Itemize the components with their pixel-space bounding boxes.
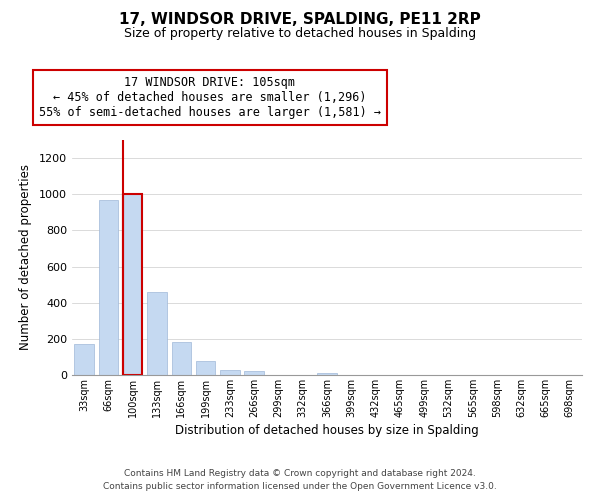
- Bar: [99, 200, 118, 375]
- Bar: [74, 344, 94, 375]
- Text: Contains public sector information licensed under the Open Government Licence v3: Contains public sector information licen…: [103, 482, 497, 491]
- Bar: [244, 372, 264, 375]
- Text: Size of property relative to detached houses in Spalding: Size of property relative to detached ho…: [124, 28, 476, 40]
- Bar: [220, 370, 239, 375]
- Bar: [147, 292, 167, 375]
- Bar: [317, 373, 337, 375]
- X-axis label: Distribution of detached houses by size in Spalding: Distribution of detached houses by size …: [175, 424, 479, 437]
- Bar: [123, 194, 142, 375]
- Text: 17, WINDSOR DRIVE, SPALDING, PE11 2RP: 17, WINDSOR DRIVE, SPALDING, PE11 2RP: [119, 12, 481, 28]
- Y-axis label: Number of detached properties: Number of detached properties: [19, 164, 32, 350]
- Text: 17 WINDSOR DRIVE: 105sqm
← 45% of detached houses are smaller (1,296)
55% of sem: 17 WINDSOR DRIVE: 105sqm ← 45% of detach…: [39, 76, 381, 119]
- Text: Contains HM Land Registry data © Crown copyright and database right 2024.: Contains HM Land Registry data © Crown c…: [124, 468, 476, 477]
- Bar: [196, 362, 215, 375]
- Bar: [172, 342, 191, 375]
